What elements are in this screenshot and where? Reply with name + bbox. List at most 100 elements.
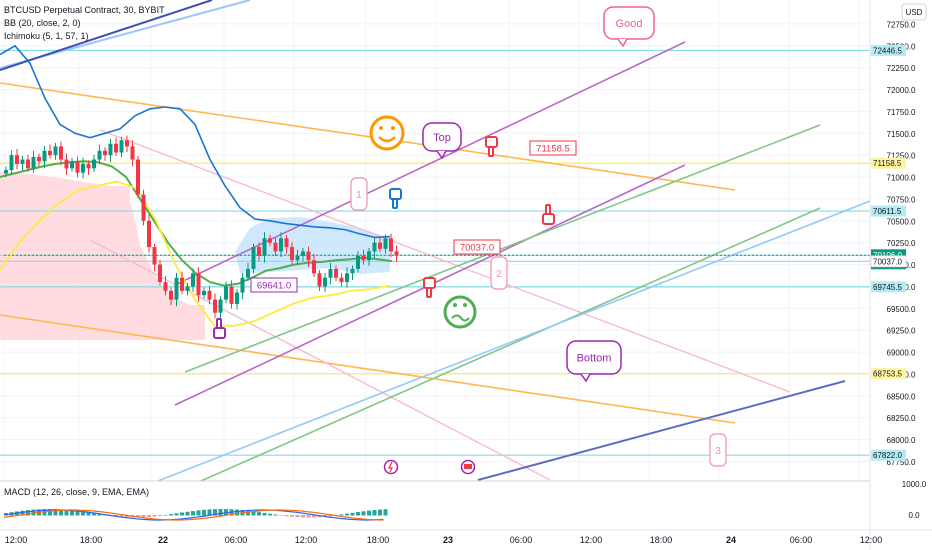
- macd-hist-bar-66: [367, 510, 371, 516]
- thumbs-down-icon-2[interactable]: [542, 204, 555, 225]
- price-axis-label-1[interactable]: 71158.5: [871, 157, 906, 169]
- time-tick-4: 12:00: [295, 535, 318, 545]
- smile-icon[interactable]: [369, 115, 405, 151]
- macd-hist-bar-17: [97, 514, 102, 516]
- thumbs-down-icon-finger: [488, 146, 494, 157]
- candle-body-62: [345, 273, 349, 283]
- trendline-navy-top: [0, 0, 213, 71]
- macd-hist-bar-28: [158, 515, 162, 517]
- candle-body-63: [350, 268, 355, 274]
- macd-hist-bar-15: [86, 512, 91, 516]
- candle-body-66: [367, 251, 371, 261]
- thumbs-down-icon-2-palm: [542, 213, 555, 225]
- plot-area: Good Top Bottom 71158.5 70037.0 69641.0 1 2 3: [0, 0, 870, 481]
- wave-label-2[interactable]: 2: [490, 256, 508, 290]
- time-tick-2: 22: [158, 535, 168, 545]
- candle-body-51: [284, 238, 289, 248]
- price-axis-label-text-1: 71158.5: [873, 159, 902, 168]
- currency-button[interactable]: USD: [901, 3, 927, 21]
- macd-hist-bar-8: [48, 509, 52, 516]
- candle-body-3: [20, 159, 25, 164]
- price-axis-label-2[interactable]: 70611.5: [871, 205, 906, 217]
- bb-legend[interactable]: BB (20, close, 2, 0): [4, 18, 81, 28]
- macd-hist-bar-34: [191, 511, 195, 516]
- candle-body-44: [246, 268, 250, 278]
- price-label-71158[interactable]: 71158.5: [529, 140, 577, 156]
- callout-good-text: Good: [616, 18, 643, 30]
- price-tick-67750: 67750.0: [887, 458, 916, 467]
- trendline-orange-upper: [0, 82, 736, 191]
- price-tick-72750: 72750.0: [887, 20, 916, 29]
- candle-body-31: [174, 277, 179, 300]
- macd-hist-bar-39: [218, 509, 223, 516]
- flag-stripes: [464, 464, 472, 469]
- candle-body-5: [31, 156, 36, 169]
- price-axis-label-7[interactable]: 67822.0: [871, 449, 906, 461]
- candle-body-17: [97, 150, 102, 160]
- macd-hist-bar-24: [136, 515, 140, 518]
- symbol-legend[interactable]: BTCUSD Perpetual Contract, 30, BYBIT: [4, 5, 165, 15]
- pointing-hand-icon-3[interactable]: [389, 188, 402, 209]
- callout-bottom[interactable]: Bottom: [566, 340, 622, 383]
- wave-label-1[interactable]: 1: [350, 177, 368, 211]
- price-axis-label-text-5: 69745.5: [873, 283, 902, 292]
- candle-body-35: [196, 273, 201, 296]
- callout-top[interactable]: Top: [422, 122, 462, 160]
- callout-good[interactable]: Good: [603, 6, 655, 48]
- price-tick-71750: 71750.0: [887, 108, 916, 117]
- candle-body-26: [147, 220, 151, 248]
- pointing-hand-icon-3-palm: [389, 188, 402, 200]
- price-axis-label-4[interactable]: 70037.0: [870, 255, 907, 268]
- candle-body-20: [114, 143, 118, 153]
- macd-hist-bar-33: [185, 511, 190, 516]
- macd-signal-line: [3, 509, 384, 521]
- pointing-hand-icon-palm: [423, 277, 436, 289]
- thumbs-down-icon[interactable]: [485, 136, 498, 157]
- candle-body-28: [158, 264, 162, 283]
- price-axis-label-text-4: 70037.0: [873, 257, 902, 266]
- time-tick-12: 12:00: [860, 535, 883, 545]
- macd-hist-bar-64: [356, 512, 360, 516]
- trendline-green-lower: [198, 207, 821, 481]
- bb-upper-line: [0, 44, 391, 239]
- price-tick-70750: 70750.0: [887, 195, 916, 204]
- macd-hist-bar-50: [279, 515, 283, 516]
- candle-body-67: [372, 242, 377, 252]
- price-axis-label-text-7: 67822.0: [873, 451, 902, 460]
- pointing-hand-icon-2[interactable]: [213, 318, 226, 339]
- candle-body-50: [279, 238, 283, 252]
- candle-body-22: [125, 140, 129, 147]
- callout-bottom-text: Bottom: [577, 353, 612, 365]
- price-tick-69250: 69250.0: [887, 327, 916, 336]
- price-axis-label-6[interactable]: 68753.5: [871, 368, 906, 380]
- lightning-icon[interactable]: [383, 459, 399, 475]
- price-label-70037[interactable]: 70037.0: [453, 239, 501, 255]
- macd-hist-bar-47: [262, 512, 267, 516]
- price-axis-label-5[interactable]: 69745.5: [871, 281, 906, 293]
- macd-legend[interactable]: MACD (12, 26, close, 9, EMA, EMA): [4, 487, 150, 497]
- candle-body-33: [185, 286, 190, 291]
- macd-hist-bar-37: [207, 509, 212, 516]
- price-label-69641[interactable]: 69641.0: [250, 277, 298, 293]
- macd-hist-bar-27: [152, 515, 157, 517]
- macd-hist-bar-48: [268, 513, 272, 516]
- bb-lower-line: [0, 180, 391, 327]
- price-axis-label-box-0: [871, 44, 906, 56]
- confused-face-icon[interactable]: [443, 295, 477, 329]
- pointing-hand-icon[interactable]: [423, 277, 436, 298]
- macd-hist-bar-21: [119, 515, 124, 517]
- price-axis-label-0[interactable]: 72446.5: [871, 44, 906, 56]
- candle-body-7: [42, 150, 47, 162]
- macd-hist-bar-36: [202, 509, 206, 516]
- flag-icon[interactable]: [460, 459, 476, 475]
- macd-hist-bar-32: [180, 512, 184, 516]
- wave-label-3[interactable]: 3: [709, 433, 727, 467]
- wave-label-3-box: [709, 433, 727, 467]
- callout-top-text: Top: [433, 132, 451, 144]
- pointing-hand-icon-2-finger: [216, 318, 222, 329]
- candle-body-68: [378, 242, 382, 249]
- candle-body-30: [169, 290, 173, 300]
- ichimoku-legend[interactable]: Ichimoku (5, 1, 57, 1): [4, 31, 89, 41]
